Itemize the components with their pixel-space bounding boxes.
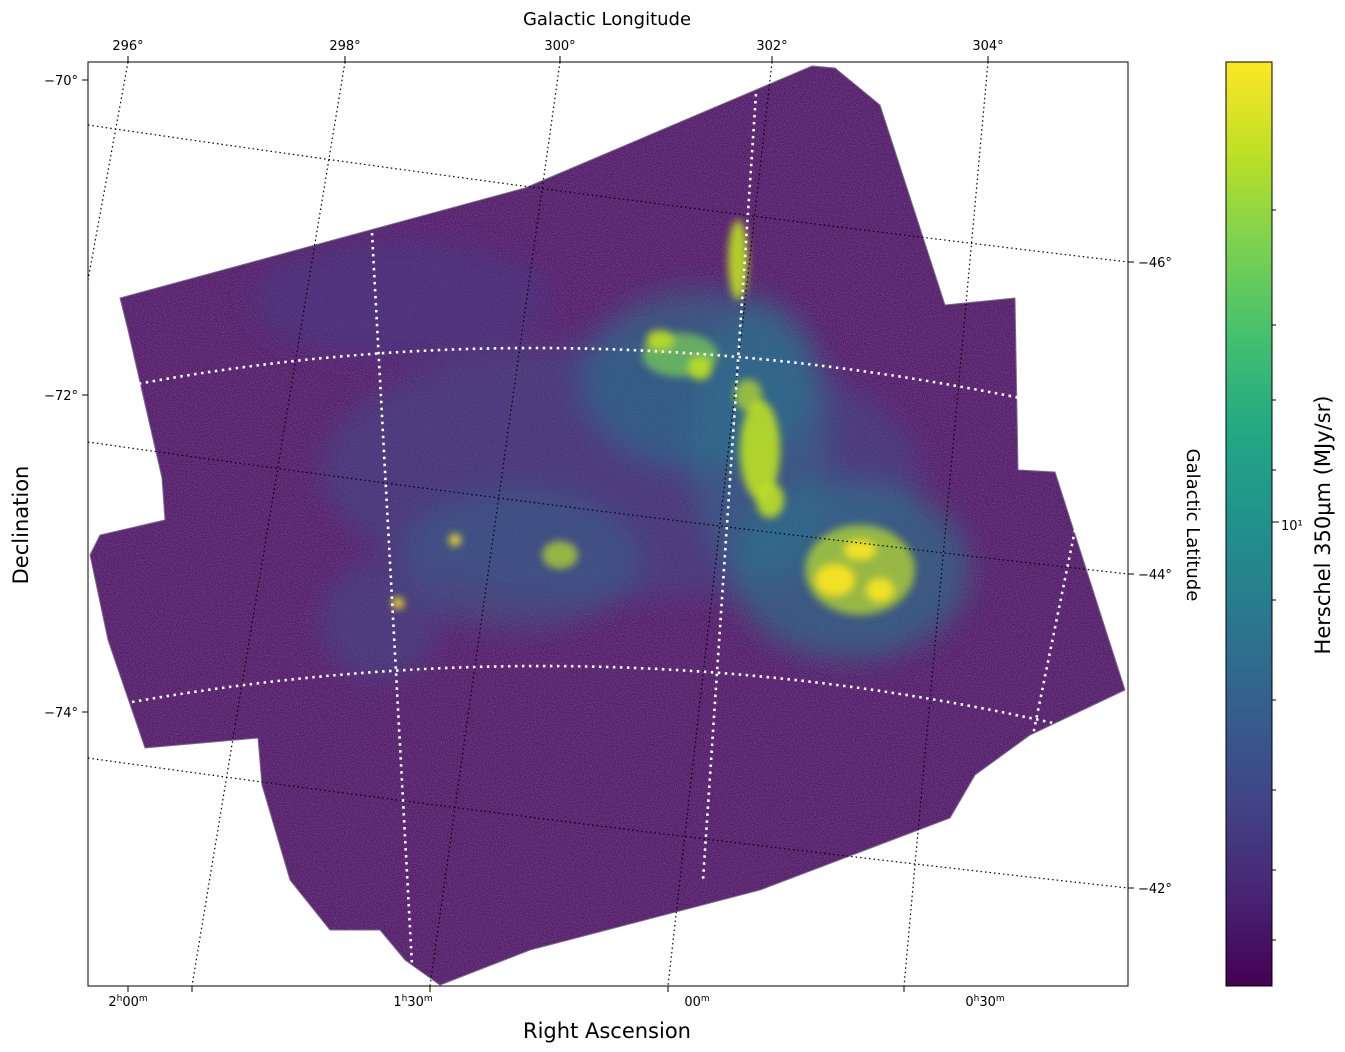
y-axis-label: Declination — [9, 466, 33, 585]
right-tick-label: −46° — [1138, 256, 1172, 271]
top-axis-label: Galactic Longitude — [523, 9, 691, 30]
tick-marks — [82, 56, 1134, 992]
bright-region-west-clump — [392, 597, 404, 609]
right-tick-label: −44° — [1138, 568, 1172, 583]
bright-region-central-ridge — [740, 400, 780, 500]
right-tick-labels: −46° −44° −42° — [1138, 256, 1172, 897]
bright-region-central-ridge — [756, 482, 784, 518]
galactic-grid — [88, 62, 1128, 986]
bright-region-north-clump — [646, 330, 674, 350]
left-tick-label: −70° — [44, 74, 78, 89]
right-axis-label: Galactic Latitude — [1182, 449, 1203, 602]
top-tick-label: 298° — [329, 39, 360, 54]
bright-region-east-complex — [815, 564, 855, 596]
bright-region-west-clump — [449, 534, 461, 546]
sky-map — [88, 62, 1128, 986]
top-tick-label: 304° — [972, 39, 1003, 54]
bottom-tick-label: 00m — [684, 994, 709, 1010]
top-tick-label: 302° — [756, 39, 787, 54]
equatorial-grid — [131, 93, 1077, 966]
bright-region-north-clump — [688, 356, 712, 380]
left-tick-label: −74° — [44, 706, 78, 721]
top-tick-label: 296° — [112, 39, 143, 54]
bottom-tick-labels: 2h00m 1h30m 00m 0h30m — [108, 994, 1004, 1010]
x-axis-label: Right Ascension — [523, 1019, 691, 1043]
left-tick-label: −72° — [44, 389, 78, 404]
bright-region-east-complex — [866, 578, 894, 602]
bright-region-central-ridge — [728, 220, 748, 300]
top-tick-labels: 296° 298° 300° 302° 304° — [112, 39, 1003, 54]
bottom-tick-label: 1h30m — [393, 994, 432, 1010]
colorbar-minor-ticks — [1272, 209, 1279, 941]
left-tick-labels: −70° −72° −74° — [44, 74, 78, 721]
bottom-tick-label: 0h30m — [965, 994, 1004, 1010]
colorbar-tick-label: 10¹ — [1281, 519, 1303, 534]
colorbar-gradient — [1225, 61, 1273, 987]
top-tick-label: 300° — [544, 39, 575, 54]
right-tick-label: −42° — [1138, 882, 1172, 897]
bright-region-west-clump — [542, 541, 578, 569]
colorbar-label: Herschel 350μm (MJy/sr) — [1311, 396, 1335, 655]
plot-frame — [87, 61, 1129, 987]
colorbar: 10¹ Herschel 350μm (MJy/sr) — [1225, 61, 1335, 987]
bright-region-east-complex — [844, 540, 876, 560]
bottom-tick-label: 2h00m — [108, 994, 147, 1010]
bright-emission — [392, 220, 915, 615]
